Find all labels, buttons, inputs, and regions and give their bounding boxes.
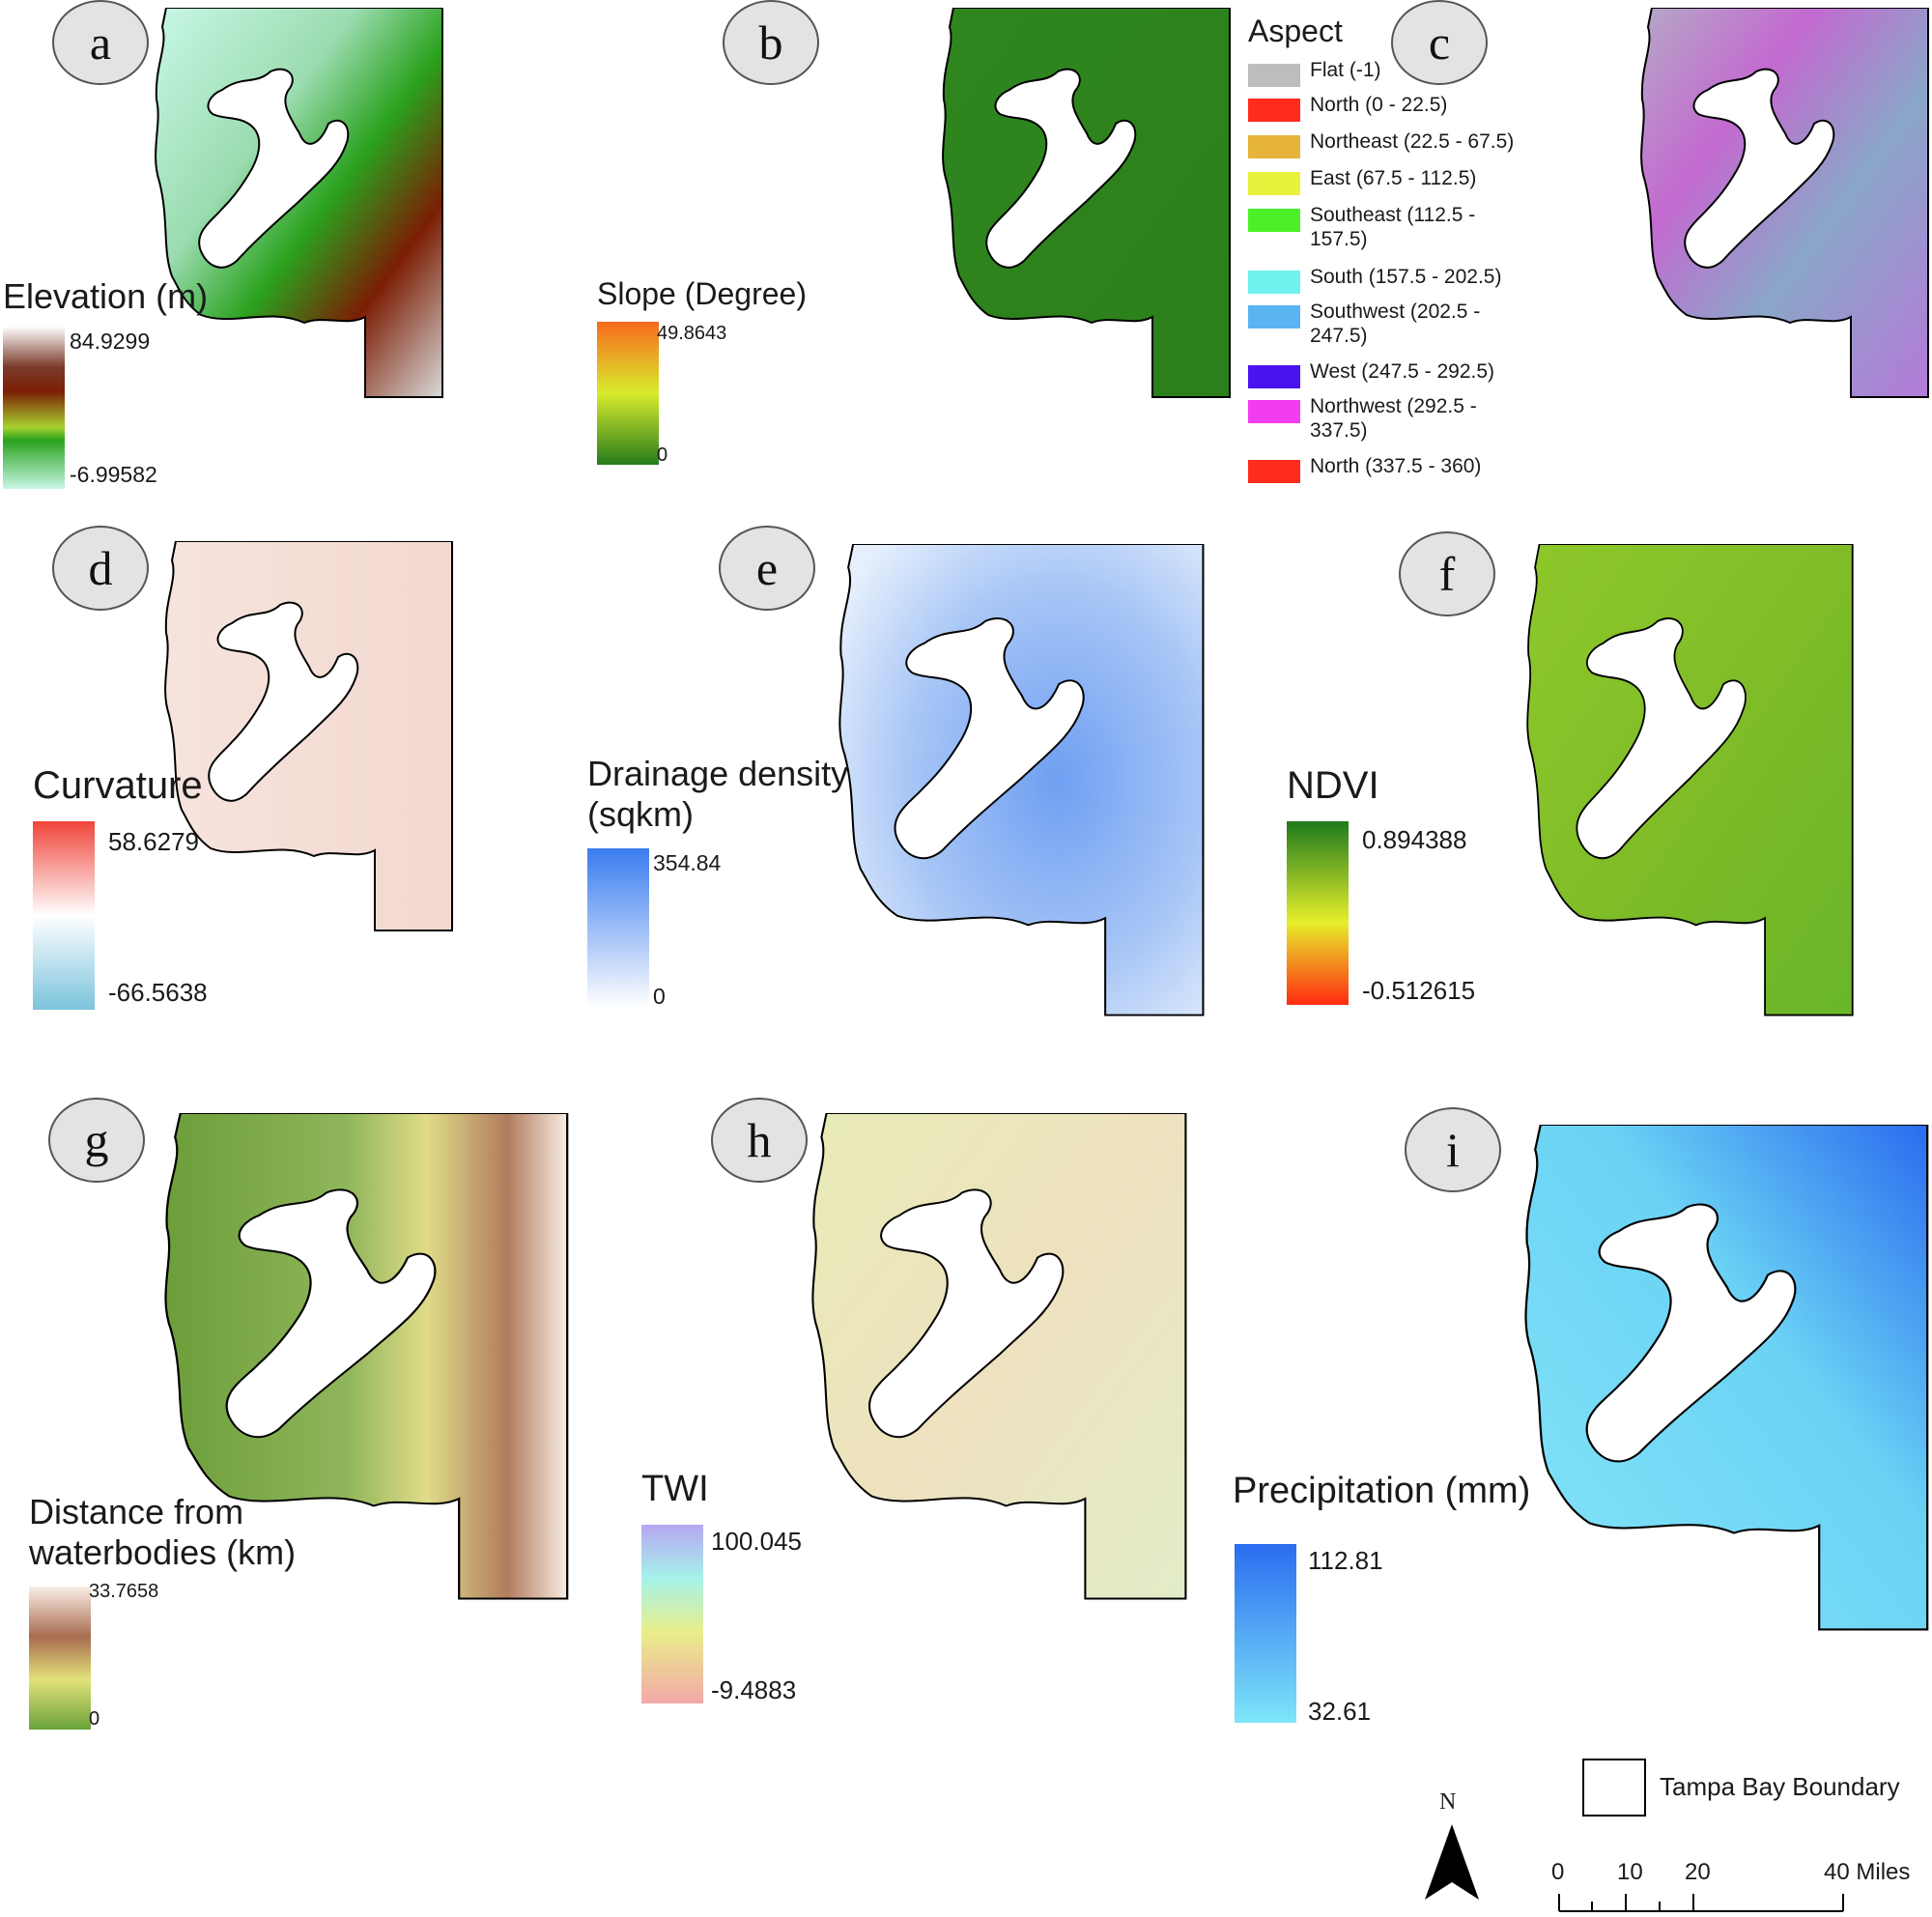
curvature-max-label: 58.6279: [108, 827, 199, 856]
drainage-legend-title-1: Drainage density: [587, 754, 849, 793]
aspect-swatch: [1248, 209, 1300, 232]
ndvi-map: [1526, 544, 1854, 1016]
aspect-legend-item: Flat (-1): [1248, 58, 1538, 93]
ndvi-color-ramp: [1287, 821, 1349, 1005]
aspect-legend-item: West (247.5 - 292.5): [1248, 359, 1538, 394]
boundary-legend-swatch: [1582, 1759, 1646, 1817]
distance-legend-title-2: waterbodies (km): [29, 1532, 297, 1572]
aspect-legend-item: Northwest (292.5 - 337.5): [1248, 394, 1538, 442]
panel-label-c: c: [1391, 0, 1488, 85]
slope-map: [942, 8, 1231, 398]
panel-label-h: h: [711, 1098, 808, 1183]
scale-tick-label-0: 0: [1551, 1859, 1565, 1885]
drainage-max-label: 354.84: [653, 850, 722, 875]
north-arrow-icon: [1425, 1824, 1479, 1900]
elevation-min-label: -6.99582: [70, 462, 157, 487]
elevation-legend-title: Elevation (m): [3, 276, 209, 316]
aspect-legend-item: Southeast (112.5 - 157.5): [1248, 203, 1538, 250]
aspect-label: South (157.5 - 202.5): [1310, 266, 1502, 288]
scale-end-label: 40 Miles: [1824, 1859, 1911, 1885]
aspect-swatch: [1248, 460, 1300, 483]
precipitation-legend-title: Precipitation (mm): [1233, 1471, 1531, 1511]
twi-color-ramp: [641, 1525, 703, 1703]
aspect-legend-item: East (67.5 - 112.5): [1248, 166, 1538, 201]
aspect-legend-title: Aspect: [1248, 14, 1343, 48]
distance-max-label: 33.7658: [89, 1581, 159, 1602]
ndvi-legend-title: NDVI: [1287, 764, 1379, 807]
aspect-swatch: [1248, 135, 1300, 158]
curvature-color-ramp: [33, 821, 95, 1010]
elevation-color-ramp: [3, 327, 65, 489]
aspect-swatch: [1248, 365, 1300, 388]
scale-tick-label-10: 10: [1617, 1859, 1643, 1885]
precipitation-min-label: 32.61: [1308, 1697, 1372, 1726]
drainage-min-label: 0: [653, 984, 666, 1009]
precipitation-map: [1524, 1125, 1929, 1631]
north-arrow-label: N: [1439, 1789, 1457, 1815]
panel-label-d: d: [52, 526, 149, 611]
curvature-legend-title: Curvature: [33, 764, 203, 807]
elevation-map: [155, 8, 443, 398]
distance-min-label: 0: [89, 1708, 100, 1730]
aspect-swatch: [1248, 64, 1300, 87]
aspect-label: Northeast (22.5 - 67.5): [1310, 130, 1515, 153]
aspect-label: Northwest (292.5 - 337.5): [1310, 395, 1477, 443]
ndvi-min-label: -0.512615: [1362, 976, 1476, 1005]
aspect-swatch: [1248, 305, 1300, 329]
aspect-label: North (0 - 22.5): [1310, 94, 1448, 116]
panel-label-e: e: [719, 526, 815, 611]
ndvi-max-label: 0.894388: [1362, 825, 1467, 854]
aspect-swatch: [1248, 271, 1300, 294]
slope-min-label: 0: [657, 444, 668, 466]
aspect-swatch: [1248, 172, 1300, 195]
panel-label-g: g: [48, 1098, 145, 1183]
scale-tick-label-20: 20: [1685, 1859, 1711, 1885]
drainage-legend-title-2: (sqkm): [587, 794, 694, 834]
panel-label-a: a: [52, 0, 149, 85]
panel-label-b: b: [723, 0, 819, 85]
aspect-label: East (67.5 - 112.5): [1310, 167, 1477, 189]
aspect-label: Flat (-1): [1310, 59, 1381, 81]
panel-label-i: i: [1405, 1107, 1501, 1192]
panel-label-f: f: [1399, 531, 1495, 616]
aspect-label: Southwest (202.5 - 247.5): [1310, 300, 1481, 348]
aspect-label: West (247.5 - 292.5): [1310, 360, 1495, 383]
distance-legend-title-1: Distance from: [29, 1492, 244, 1531]
elevation-max-label: 84.9299: [70, 329, 151, 354]
curvature-map: [164, 541, 453, 931]
aspect-legend-item: Southwest (202.5 - 247.5): [1248, 300, 1538, 347]
drainage-density-map: [838, 544, 1205, 1016]
precipitation-color-ramp: [1235, 1544, 1296, 1723]
aspect-legend-item: Northeast (22.5 - 67.5): [1248, 129, 1538, 164]
aspect-map: [1640, 8, 1929, 398]
twi-map: [811, 1113, 1187, 1600]
distance-color-ramp: [29, 1587, 91, 1730]
slope-max-label: 49.8643: [657, 323, 727, 344]
boundary-legend-label: Tampa Bay Boundary: [1660, 1772, 1900, 1801]
aspect-legend-item: North (337.5 - 360): [1248, 454, 1538, 489]
aspect-label: Southeast (112.5 - 157.5): [1310, 204, 1476, 251]
aspect-legend-item: North (0 - 22.5): [1248, 93, 1538, 128]
twi-min-label: -9.4883: [711, 1675, 797, 1704]
drainage-color-ramp: [587, 848, 649, 1008]
scale-bar-line: [1558, 1894, 1844, 1912]
precipitation-max-label: 112.81: [1308, 1546, 1383, 1575]
aspect-label: North (337.5 - 360): [1310, 455, 1482, 477]
curvature-min-label: -66.5638: [108, 978, 208, 1007]
slope-color-ramp: [597, 322, 659, 465]
aspect-swatch: [1248, 99, 1300, 122]
twi-legend-title: TWI: [641, 1469, 709, 1509]
slope-legend-title: Slope (Degree): [597, 276, 807, 311]
aspect-swatch: [1248, 400, 1300, 423]
twi-max-label: 100.045: [711, 1527, 802, 1556]
aspect-legend-item: South (157.5 - 202.5): [1248, 265, 1538, 300]
